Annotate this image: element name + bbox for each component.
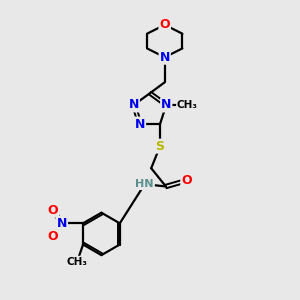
Text: O: O <box>181 174 192 187</box>
Text: O: O <box>159 18 170 32</box>
Text: CH₃: CH₃ <box>67 256 88 267</box>
Text: N: N <box>161 98 171 112</box>
Text: N: N <box>160 51 170 64</box>
Text: N: N <box>129 98 139 112</box>
Text: N: N <box>135 118 145 130</box>
Text: HN: HN <box>136 179 154 189</box>
Text: CH₃: CH₃ <box>177 100 198 110</box>
Text: O: O <box>48 204 58 217</box>
Text: N: N <box>57 217 67 230</box>
Text: S: S <box>155 140 164 153</box>
Text: O: O <box>48 230 58 243</box>
